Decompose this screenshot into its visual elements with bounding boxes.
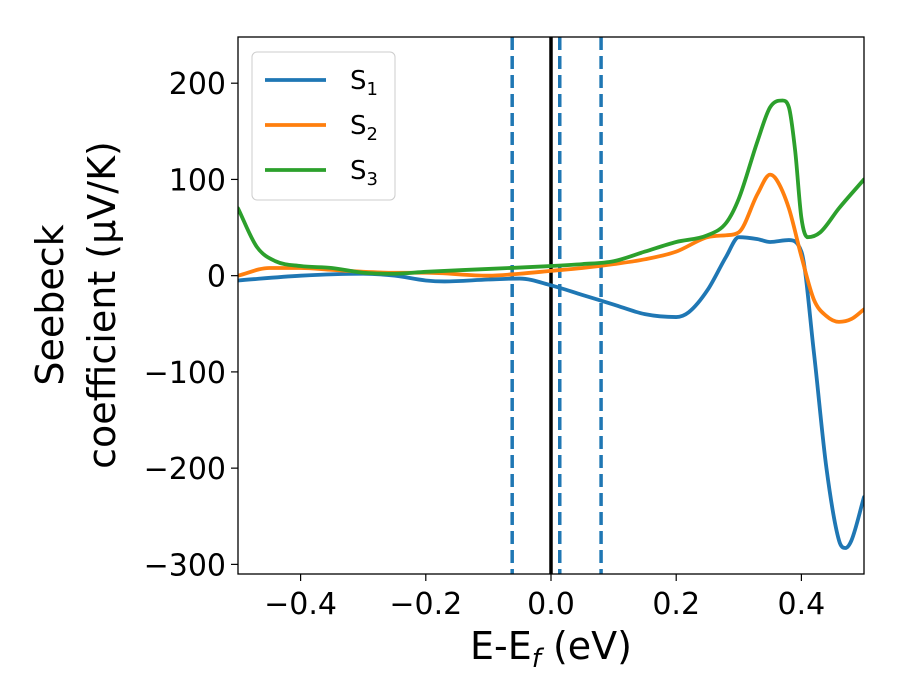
y-axis-ticks: 200 100 0 −100 −200 −300 [144, 67, 238, 583]
y-axis-label-line2: coefficient (μV/K) [80, 141, 124, 469]
series-lines [238, 98, 864, 550]
legend-label-2: S2 [350, 111, 378, 145]
x-axis-label: E-Ef (eV) [470, 624, 632, 674]
x-tick-label: 0.0 [527, 587, 575, 622]
y-tick-label: −100 [144, 356, 226, 391]
x-axis-label-main: E-E [470, 624, 532, 668]
y-axis-label: Seebeck coefficient (μV/K) [28, 141, 124, 469]
y-tick-label: 200 [169, 67, 226, 102]
legend: S1 S2 S3 [251, 51, 396, 201]
y-tick-label: 0 [207, 260, 226, 295]
x-tick-label: −0.2 [389, 587, 462, 622]
y-tick-label: −200 [144, 452, 226, 487]
y-axis-label-line1: Seebeck [28, 224, 72, 385]
series-line-3 [238, 98, 864, 276]
legend-label-1: S1 [350, 66, 378, 100]
x-tick-label: −0.4 [264, 587, 337, 622]
x-axis-label-suffix: (eV) [541, 624, 632, 668]
vertical-reference-lines [510, 37, 603, 574]
legend-label-3: S3 [350, 156, 378, 190]
x-axis-ticks: −0.4 −0.2 0.0 0.2 0.4 [264, 574, 825, 622]
y-tick-label: −300 [144, 548, 226, 583]
y-tick-label: 100 [169, 163, 226, 198]
series-line-1 [238, 235, 864, 550]
x-tick-label: 0.2 [652, 587, 700, 622]
x-tick-label: 0.4 [778, 587, 826, 622]
